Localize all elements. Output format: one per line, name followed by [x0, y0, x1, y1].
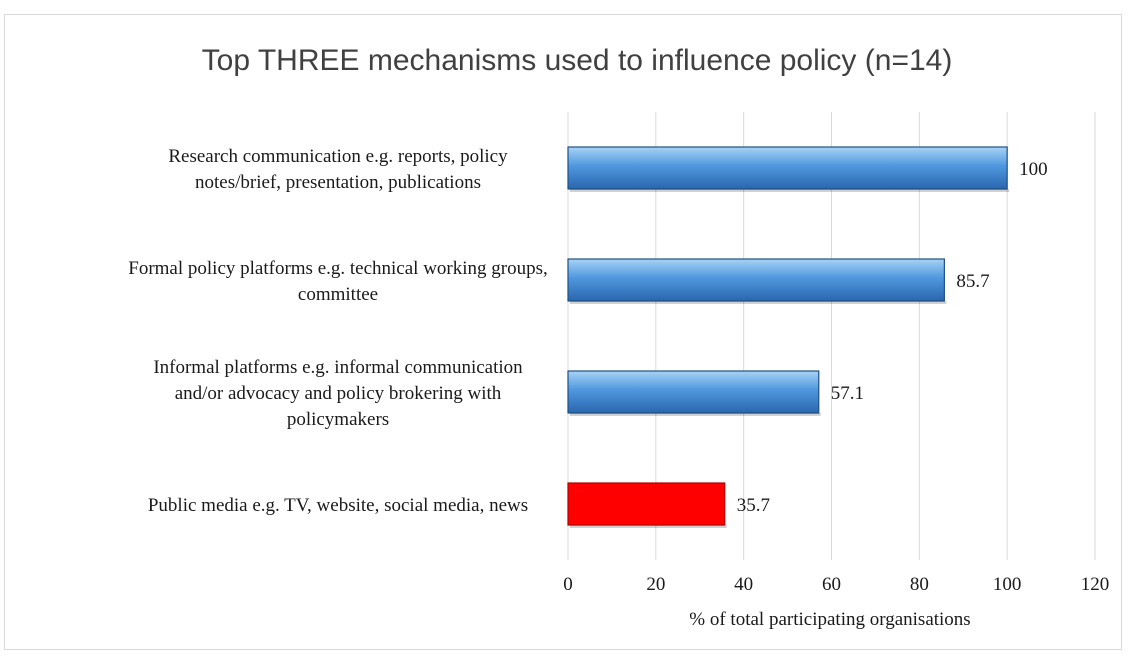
bar [567, 146, 1008, 190]
chart-title: Top THREE mechanisms used to influence p… [202, 44, 953, 77]
data-label: 100 [1019, 159, 1048, 180]
chart-frame [4, 14, 1122, 650]
bar [567, 258, 945, 302]
bar-shadow [570, 525, 727, 528]
data-label: 85.7 [956, 271, 989, 292]
bar [567, 482, 726, 526]
x-tick-label: 80 [910, 574, 929, 595]
bar [567, 370, 820, 414]
x-tick-label: 100 [993, 574, 1022, 595]
category-label: and/or advocacy and policy brokering wit… [175, 383, 502, 404]
data-label: 35.7 [737, 495, 770, 516]
category-label: policymakers [287, 409, 389, 430]
category-label: Research communication e.g. reports, pol… [168, 146, 508, 167]
x-tick-labels: 0 20 40 60 80 100 120 [563, 574, 1109, 595]
category-label: Public media e.g. TV, website, social me… [148, 495, 528, 516]
category-label: committee [298, 284, 378, 305]
x-axis-label: % of total participating organisations [689, 609, 970, 630]
x-tick-label: 40 [734, 574, 753, 595]
data-label: 57.1 [831, 383, 864, 404]
bars: 100 85.7 57.1 35.7 [567, 146, 1048, 528]
x-tick-label: 120 [1081, 574, 1110, 595]
x-tick-label: 20 [646, 574, 665, 595]
bar-shadow [570, 301, 947, 304]
x-tick-label: 60 [822, 574, 841, 595]
bar-shadow [570, 189, 1010, 192]
category-labels: Research communication e.g. reports, pol… [128, 146, 548, 516]
category-label: notes/brief, presentation, publications [195, 172, 481, 193]
category-label: Formal policy platforms e.g. technical w… [128, 258, 548, 279]
x-tick-label: 0 [563, 574, 573, 595]
category-label: Informal platforms e.g. informal communi… [153, 357, 523, 378]
bar-shadow [570, 413, 821, 416]
